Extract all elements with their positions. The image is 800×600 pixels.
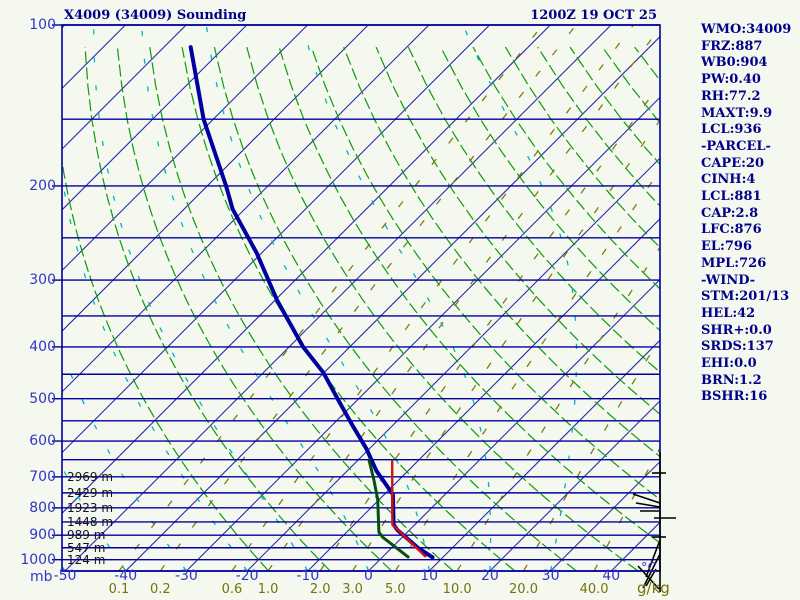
temperature-label: -20	[235, 568, 259, 584]
stats-line: CINH:4	[701, 172, 756, 188]
wind-barb	[632, 493, 661, 504]
temperature-label: -40	[114, 568, 138, 584]
stats-line: LCL:936	[701, 122, 762, 138]
mixing-ratio-label: 1.0	[257, 582, 279, 597]
stats-line: EL:796	[701, 239, 752, 255]
pressure-label: 400	[29, 338, 56, 355]
mixing-ratio-label: 20.0	[509, 582, 538, 597]
dewpoint-curve	[367, 458, 410, 559]
pressure-label: 200	[29, 177, 56, 194]
height-label: 547 m	[67, 540, 106, 555]
stats-line: MAXT:9.9	[701, 105, 773, 121]
temperature-unit-label: °C	[641, 561, 657, 576]
mixing-ratio-label: 5.0	[384, 582, 406, 597]
mixing-unit-label: g/kg	[637, 579, 670, 597]
height-label: 1448 m	[67, 514, 114, 529]
stats-line: -WIND-	[701, 272, 756, 288]
pressure-label: 500	[29, 390, 56, 407]
stats-panel: WMO:34009 FRZ:887 WB0:904 PW:0.40 RH:77.2 MAX…	[701, 22, 797, 406]
temperature-label: 20	[480, 568, 499, 584]
stats-line: BSHR:16	[701, 389, 768, 405]
pressure-label: 800	[29, 499, 56, 516]
pressure-label: 1000	[20, 551, 56, 568]
stats-line: SRDS:137	[701, 339, 774, 355]
stats-line: STM:201/13	[701, 289, 790, 305]
stats-line: SHR+:0.0	[701, 322, 772, 338]
temperature-label: -10	[296, 568, 320, 584]
mixing-ratio-label: 10.0	[442, 582, 472, 597]
chart-datetime: 1200Z 19 OCT 25	[530, 8, 657, 23]
stats-line: FRZ:887	[701, 38, 763, 54]
stats-line: RH:77.2	[701, 88, 761, 104]
chart-title: X4009 (34009) Sounding	[64, 8, 247, 23]
stats-line: CAP:2.8	[701, 205, 759, 221]
temperature-label: 0	[364, 568, 373, 584]
mixing-ratio-label: 0.6	[221, 582, 243, 597]
mixing-ratio-label: 3.0	[342, 582, 363, 597]
temperature-label: -30	[174, 568, 198, 584]
height-label: 1923 m	[67, 500, 114, 515]
wind-barb	[642, 553, 661, 589]
wind-barb	[645, 539, 661, 578]
pressure-label: 300	[29, 272, 56, 289]
stats-line: HEL:42	[701, 305, 756, 321]
stats-line: WB0:904	[701, 55, 768, 71]
wind-barb	[637, 565, 660, 590]
stats-line: -PARCEL-	[701, 138, 771, 154]
stats-line: CAPE:20	[701, 155, 765, 171]
mixing-ratio-label: 40.0	[579, 582, 609, 597]
temperature-label: 40	[602, 568, 621, 584]
height-label: 124 m	[67, 552, 106, 567]
pressure-label: 700	[29, 468, 56, 485]
stats-line: MPL:726	[701, 255, 767, 271]
stats-line: LFC:876	[701, 222, 762, 238]
temperature-label: -50	[53, 568, 77, 584]
stats-line: BRN:1.2	[701, 372, 762, 388]
height-label: 2969 m	[67, 469, 114, 484]
stats-line: LCL:881	[701, 189, 762, 205]
stats-line: WMO:34009	[701, 22, 792, 37]
stats-line: PW:0.40	[701, 72, 761, 88]
pressure-label: 100	[29, 17, 56, 33]
pressure-unit-label: mb	[30, 569, 53, 585]
pressure-label: 900	[29, 527, 56, 544]
wind-barb	[645, 568, 657, 587]
temperature-label: 10	[420, 568, 439, 584]
height-label: 989 m	[67, 528, 106, 543]
stats-line: EHI:0.0	[701, 356, 757, 372]
pressure-label: 600	[29, 433, 56, 450]
mixing-ratio-label: 0.2	[150, 582, 171, 597]
mixing-ratio-label: 0.1	[108, 582, 130, 597]
mixing-ratio-label: 2.0	[309, 582, 331, 597]
height-label: 2429 m	[67, 485, 114, 500]
parcel-curve	[391, 459, 427, 558]
wind-barb	[635, 502, 661, 508]
temperature-label: 30	[541, 568, 560, 584]
